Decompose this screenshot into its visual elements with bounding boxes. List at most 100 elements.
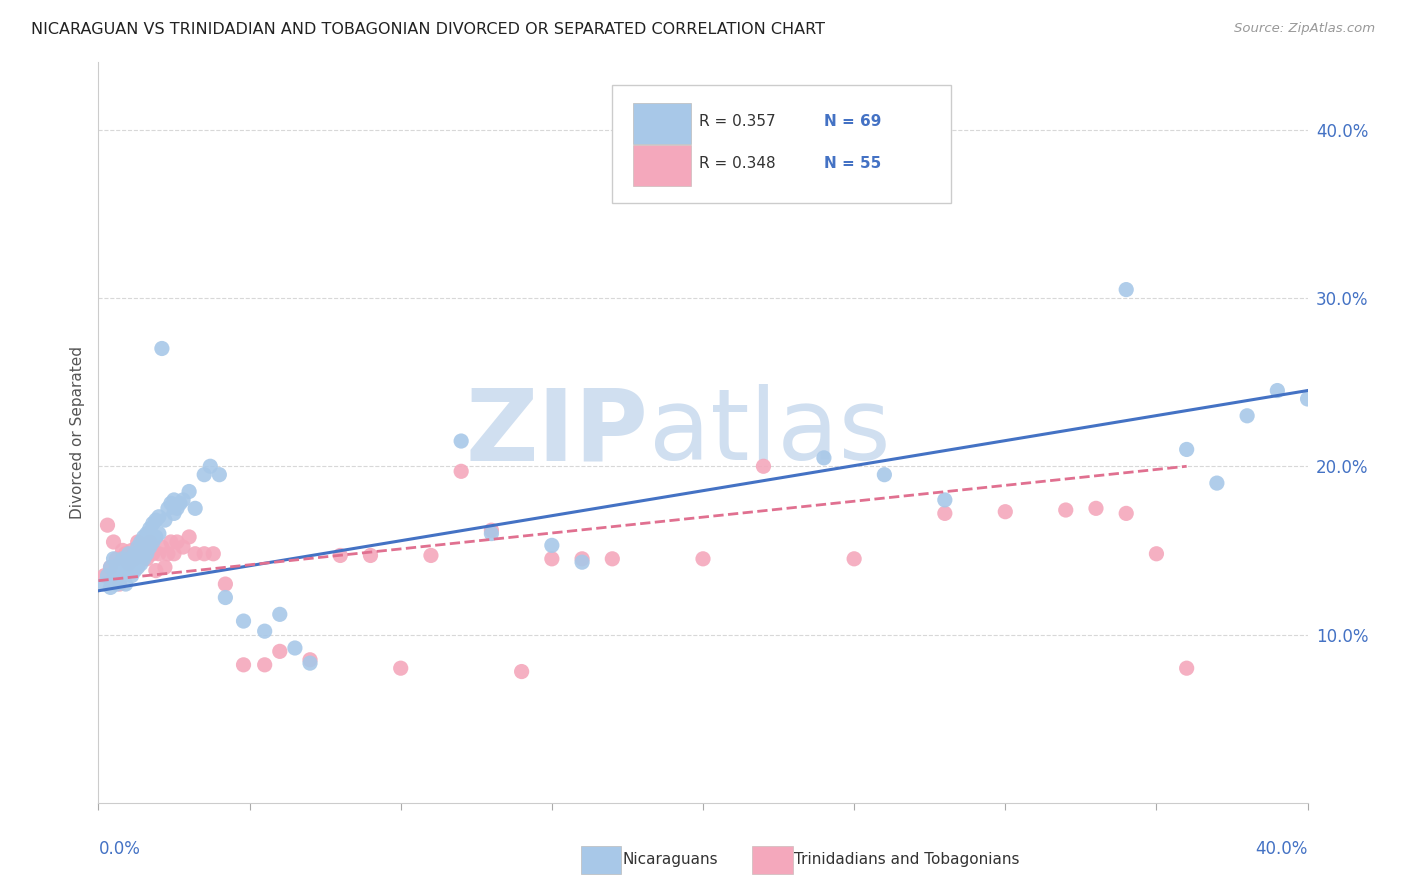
Point xyxy=(163,507,186,521)
Point xyxy=(139,540,162,554)
Point xyxy=(124,547,146,561)
Point xyxy=(269,644,291,658)
Point xyxy=(172,540,194,554)
Point xyxy=(420,549,443,563)
Point xyxy=(160,496,183,510)
Point xyxy=(179,484,201,499)
Point xyxy=(105,560,128,574)
Point xyxy=(153,513,176,527)
Point xyxy=(156,501,179,516)
Point xyxy=(284,640,307,655)
Point xyxy=(208,467,231,482)
Point xyxy=(139,535,162,549)
Point xyxy=(156,547,179,561)
Point xyxy=(111,543,134,558)
Point xyxy=(145,513,167,527)
Point xyxy=(96,518,118,533)
Point xyxy=(129,547,152,561)
Point xyxy=(132,540,155,554)
Point xyxy=(214,591,236,605)
Point xyxy=(232,657,254,672)
Point xyxy=(169,496,191,510)
Point xyxy=(118,564,141,578)
Point xyxy=(108,572,131,586)
Point xyxy=(269,607,291,622)
Point xyxy=(142,516,165,531)
Text: NICARAGUAN VS TRINIDADIAN AND TOBAGONIAN DIVORCED OR SEPARATED CORRELATION CHART: NICARAGUAN VS TRINIDADIAN AND TOBAGONIAN… xyxy=(31,22,825,37)
Point xyxy=(118,547,141,561)
Point xyxy=(184,501,207,516)
Text: atlas: atlas xyxy=(648,384,890,481)
Point xyxy=(232,614,254,628)
Text: Trinidadians and Tobagonians: Trinidadians and Tobagonians xyxy=(794,853,1019,867)
Point xyxy=(481,526,503,541)
Point xyxy=(1267,384,1289,398)
Point xyxy=(1115,283,1137,297)
Point xyxy=(299,656,322,670)
Point xyxy=(118,557,141,571)
Text: Source: ZipAtlas.com: Source: ZipAtlas.com xyxy=(1234,22,1375,36)
Point xyxy=(1175,442,1198,457)
Point xyxy=(934,507,956,521)
Point xyxy=(571,551,593,566)
Point xyxy=(1115,507,1137,521)
Point xyxy=(540,551,562,566)
Point xyxy=(202,547,225,561)
Text: R = 0.357: R = 0.357 xyxy=(699,114,776,129)
Point xyxy=(108,577,131,591)
Point xyxy=(145,564,167,578)
Text: 0.0%: 0.0% xyxy=(98,840,141,858)
Text: R = 0.348: R = 0.348 xyxy=(699,156,776,171)
Point xyxy=(135,526,157,541)
Point xyxy=(450,434,472,448)
Point xyxy=(127,560,149,574)
Point xyxy=(481,523,503,537)
Point xyxy=(111,568,134,582)
Point xyxy=(93,568,115,582)
Point xyxy=(179,530,201,544)
Point xyxy=(166,535,188,549)
Text: 40.0%: 40.0% xyxy=(1256,840,1308,858)
Text: N = 69: N = 69 xyxy=(824,114,882,129)
Point xyxy=(150,540,173,554)
Point xyxy=(510,665,533,679)
Point xyxy=(994,505,1017,519)
Point xyxy=(329,549,352,563)
Point xyxy=(105,577,128,591)
Point xyxy=(148,509,170,524)
Point xyxy=(100,581,122,595)
Point xyxy=(1144,547,1167,561)
Point xyxy=(360,549,382,563)
Point xyxy=(166,501,188,516)
Point xyxy=(142,547,165,561)
Point xyxy=(148,547,170,561)
FancyBboxPatch shape xyxy=(633,145,690,186)
Point xyxy=(121,568,143,582)
Point xyxy=(142,535,165,549)
Point xyxy=(150,342,173,356)
Point xyxy=(127,540,149,554)
Point xyxy=(135,547,157,561)
Point xyxy=(129,535,152,549)
Point xyxy=(132,551,155,566)
Point xyxy=(873,467,896,482)
Point xyxy=(163,492,186,507)
Text: Nicaraguans: Nicaraguans xyxy=(623,853,718,867)
Point xyxy=(172,492,194,507)
Point xyxy=(571,555,593,569)
Point xyxy=(214,577,236,591)
Point xyxy=(93,577,115,591)
Text: N = 55: N = 55 xyxy=(824,156,882,171)
Point xyxy=(540,538,562,552)
Point xyxy=(114,577,136,591)
Point xyxy=(121,551,143,566)
Point xyxy=(105,551,128,566)
Point xyxy=(934,492,956,507)
Point xyxy=(193,467,215,482)
FancyBboxPatch shape xyxy=(613,85,950,203)
Point xyxy=(103,572,125,586)
Point xyxy=(100,560,122,574)
Point xyxy=(139,522,162,536)
Point xyxy=(163,547,186,561)
Point xyxy=(148,526,170,541)
